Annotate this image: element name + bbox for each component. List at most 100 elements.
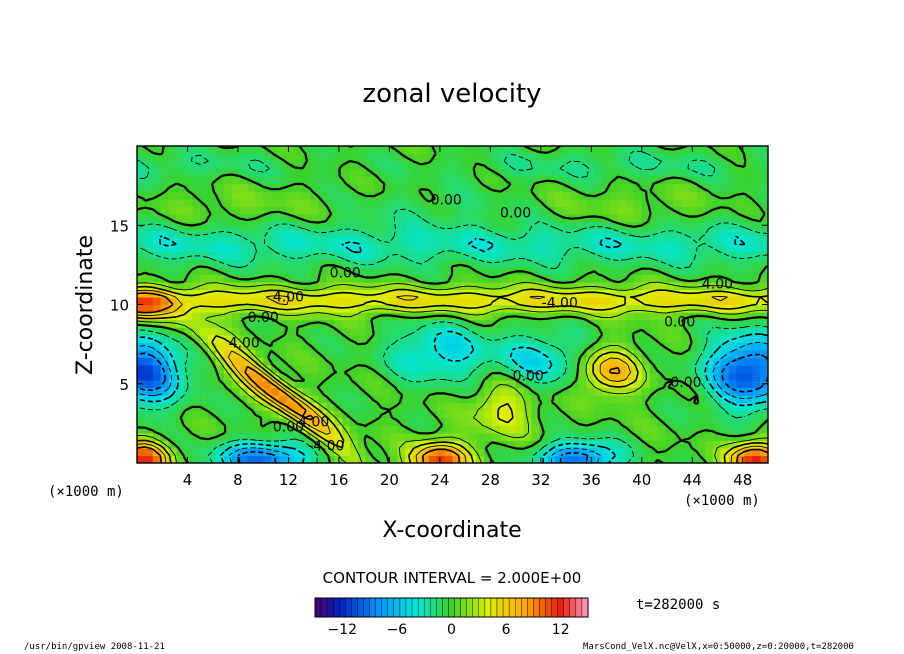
colorbar-swatch — [472, 597, 480, 618]
field-cell — [389, 213, 398, 223]
field-cell — [223, 259, 233, 268]
field-cell — [539, 244, 548, 253]
contour-label: 4.00 — [702, 277, 733, 293]
field-cell — [176, 304, 185, 313]
field-cell — [318, 183, 327, 192]
field-cell — [223, 191, 233, 200]
field-cell — [168, 342, 178, 351]
field-cell — [357, 364, 367, 374]
field-cell — [712, 274, 722, 283]
field-cell — [665, 289, 674, 298]
field-cell — [507, 168, 517, 177]
field-cell — [468, 259, 477, 268]
field-cell — [389, 146, 398, 155]
field-cell — [452, 304, 461, 313]
field-cell — [263, 191, 272, 200]
field-cell — [515, 168, 525, 177]
field-cell — [231, 296, 241, 306]
field-cell — [318, 304, 327, 313]
field-cell — [562, 304, 572, 313]
field-cell — [484, 259, 493, 268]
field-cell — [515, 334, 525, 343]
field-cell — [231, 387, 241, 396]
field-cell — [357, 417, 367, 426]
field-cell — [152, 259, 162, 268]
field-cell — [728, 447, 738, 457]
field-cell — [531, 236, 540, 245]
field-cell — [436, 281, 446, 291]
field-cell — [547, 432, 556, 441]
field-cell — [570, 432, 580, 441]
field-cell — [452, 176, 461, 185]
field-cell — [460, 229, 469, 238]
field-cell — [704, 168, 714, 177]
field-cell — [207, 168, 217, 177]
field-cell — [697, 176, 706, 185]
field-cell — [641, 410, 651, 419]
field-cell — [697, 425, 706, 434]
field-cell — [420, 357, 430, 366]
field-cell — [460, 198, 469, 207]
field-cell — [712, 410, 722, 419]
field-cell — [531, 176, 540, 185]
field-cell — [334, 357, 343, 366]
field-cell — [515, 372, 525, 381]
field-cell — [192, 447, 201, 457]
field-cell — [436, 327, 446, 336]
field-cell — [444, 334, 454, 343]
field-cell — [192, 334, 201, 343]
field-cell — [200, 296, 209, 306]
field-cell — [515, 146, 525, 155]
field-cell — [618, 379, 627, 389]
field-cell — [365, 244, 375, 253]
field-cell — [657, 364, 667, 374]
field-cell — [302, 342, 312, 351]
field-cell — [302, 334, 312, 343]
field-cell — [207, 153, 217, 162]
field-cell — [562, 447, 572, 457]
field-cell — [704, 259, 714, 268]
field-cell — [239, 146, 249, 155]
field-cell — [215, 206, 225, 215]
field-cell — [704, 304, 714, 313]
field-cell — [342, 229, 351, 238]
field-cell — [610, 440, 619, 449]
field-cell — [547, 387, 556, 396]
field-cell — [200, 206, 209, 215]
field-cell — [397, 425, 406, 434]
field-cell — [657, 319, 667, 328]
field-cell — [215, 251, 225, 260]
field-cell — [302, 274, 312, 283]
field-cell — [531, 304, 540, 313]
field-cell — [531, 221, 540, 230]
field-cell — [318, 274, 327, 283]
field-cell — [570, 334, 580, 343]
field-cell — [539, 251, 548, 260]
field-cell — [334, 296, 343, 306]
field-cell — [484, 455, 493, 463]
field-cell — [413, 432, 422, 441]
field-cell — [539, 357, 548, 366]
field-cell — [365, 176, 375, 185]
field-cell — [176, 244, 185, 253]
field-cell — [192, 259, 201, 268]
field-cell — [334, 161, 343, 170]
field-cell — [278, 176, 288, 185]
field-cell — [207, 387, 217, 396]
field-cell — [736, 410, 745, 419]
field-cell — [200, 183, 209, 192]
field-cell — [681, 410, 690, 419]
field-cell — [357, 153, 367, 162]
field-cell — [539, 432, 548, 441]
field-cell — [649, 304, 659, 313]
field-cell — [618, 372, 627, 381]
field-cell — [160, 191, 170, 200]
colorbar-swatch — [405, 597, 413, 618]
field-cell — [618, 364, 627, 374]
field-cell — [681, 206, 690, 215]
field-cell — [192, 410, 201, 419]
field-cell — [491, 236, 501, 245]
colorbar-swatch — [557, 597, 564, 618]
field-cell — [428, 357, 438, 366]
field-cell — [428, 251, 438, 260]
